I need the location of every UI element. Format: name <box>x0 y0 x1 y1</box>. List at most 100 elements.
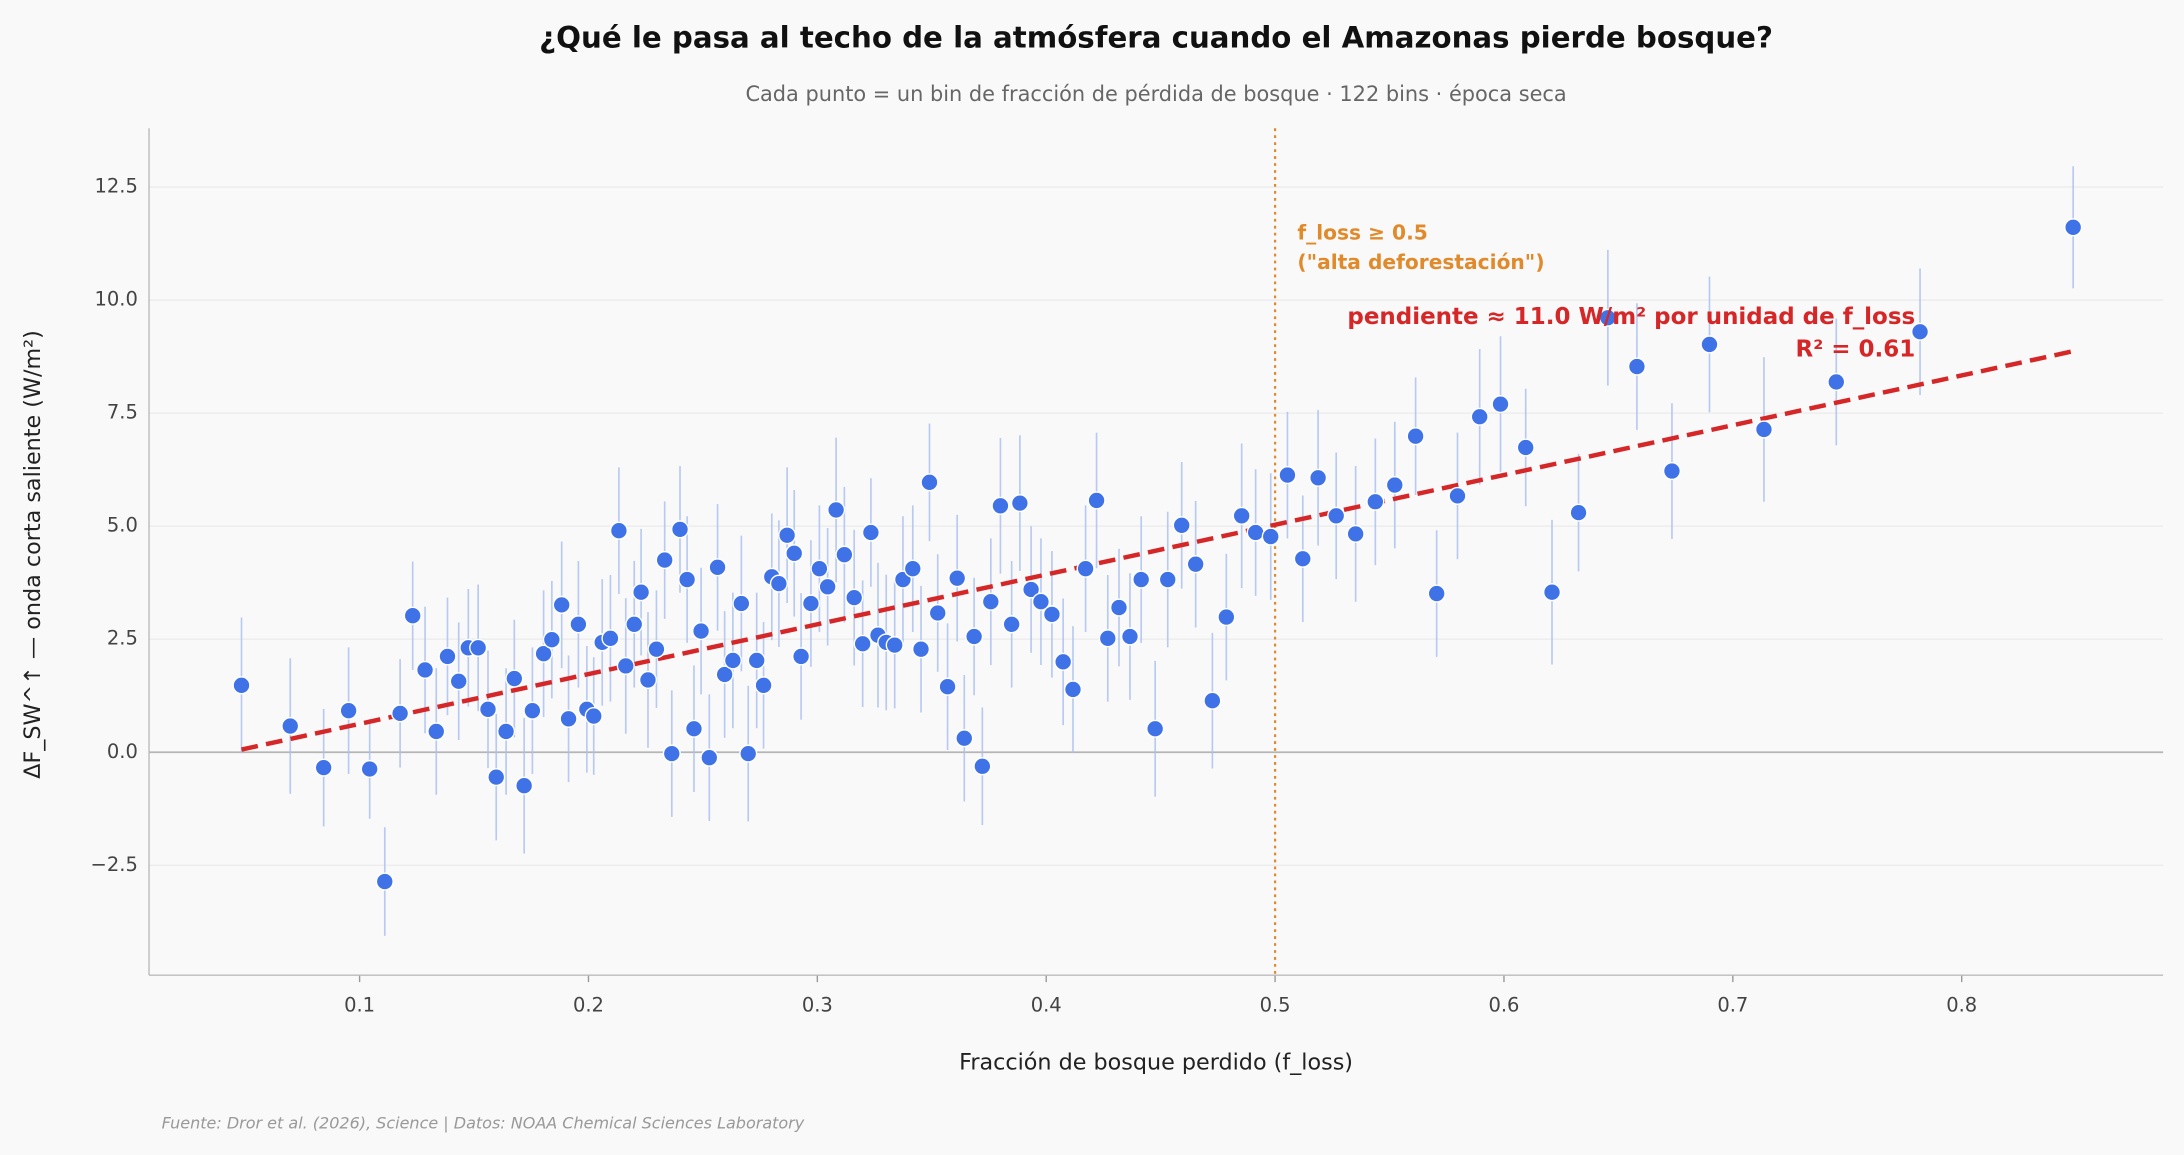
data-point <box>1109 598 1129 617</box>
data-point <box>973 757 992 776</box>
data-point <box>1754 420 1774 439</box>
data-point <box>684 719 704 738</box>
data-point <box>1063 680 1083 699</box>
data-point <box>438 647 457 666</box>
data-point <box>559 709 578 728</box>
data-point <box>928 603 947 623</box>
data-point <box>1054 652 1073 671</box>
data-point <box>1309 468 1328 487</box>
data-point <box>1076 559 1095 578</box>
data-point <box>569 615 588 634</box>
x-tick-label: 0.4 <box>1031 993 1062 1016</box>
data-point <box>1627 357 1646 376</box>
data-point <box>314 758 333 777</box>
data-point <box>1120 627 1140 646</box>
data-point <box>885 636 904 655</box>
data-point <box>1700 335 1719 354</box>
data-point <box>2064 218 2083 237</box>
data-point <box>1598 308 1617 327</box>
r2-annotation: R² = 0.61 <box>1796 336 1916 362</box>
data-point <box>692 622 711 641</box>
data-point <box>616 656 635 675</box>
data-point <box>1158 570 1177 589</box>
data-point <box>1203 691 1222 710</box>
data-point <box>1278 466 1297 485</box>
data-point <box>1346 524 1365 543</box>
data-point <box>1470 407 1489 426</box>
x-tick-label: 0.1 <box>344 993 375 1016</box>
data-point <box>478 700 498 719</box>
data-point <box>678 570 697 589</box>
data-point <box>497 722 516 741</box>
data-point <box>655 551 674 570</box>
data-point <box>662 744 681 763</box>
data-point <box>911 640 931 659</box>
data-point <box>938 677 957 696</box>
data-point <box>1146 719 1165 738</box>
y-tick-label: 5.0 <box>107 514 138 537</box>
data-point <box>1516 438 1535 457</box>
data-point <box>708 558 727 577</box>
y-tick-label: 0.0 <box>107 740 138 763</box>
data-point <box>1132 570 1151 589</box>
fit-line <box>241 349 2074 752</box>
data-point <box>647 640 666 659</box>
data-point <box>827 500 846 519</box>
data-point <box>754 676 773 695</box>
y-tick-label: 7.5 <box>107 401 138 424</box>
data-point <box>715 665 734 684</box>
y-tick-label: 10.0 <box>94 288 137 311</box>
x-tick-label: 0.6 <box>1488 993 1519 1016</box>
data-point <box>723 651 742 670</box>
data-point <box>1385 475 1404 495</box>
y-tick-label: 2.5 <box>107 627 138 650</box>
data-point <box>339 701 358 720</box>
data-point <box>1010 494 1029 513</box>
data-point <box>903 559 922 578</box>
data-point <box>232 676 251 695</box>
data-point <box>948 569 967 588</box>
y-tick-label: −2.5 <box>91 853 138 876</box>
data-point <box>1098 629 1117 648</box>
data-point <box>1910 322 1930 341</box>
y-tick-label: 12.5 <box>94 175 137 198</box>
x-tick-label: 0.2 <box>573 993 604 1016</box>
data-point <box>1217 608 1236 627</box>
data-point <box>853 634 872 653</box>
x-tick-label: 0.5 <box>1260 993 1291 1016</box>
data-point <box>542 630 561 649</box>
data-point <box>670 520 690 539</box>
data-point <box>1406 427 1425 446</box>
data-point <box>1293 549 1312 568</box>
x-axis-label: Fracción de bosque perdido (f_loss) <box>959 1049 1353 1075</box>
source-note: Fuente: Dror et al. (2026), Science | Da… <box>162 1114 805 1133</box>
data-point <box>375 872 394 891</box>
data-point <box>1022 580 1041 599</box>
data-point <box>1042 605 1061 624</box>
data-point <box>609 521 628 540</box>
y-axis-label: ΔF_SW^↑ — onda corta saliente (W/m²) <box>20 330 46 779</box>
data-point <box>792 647 811 666</box>
data-point <box>747 651 766 670</box>
data-point <box>861 523 880 542</box>
data-point <box>1827 372 1846 392</box>
chart-title: ¿Qué le pasa al techo de la atmósfera cu… <box>539 21 1773 55</box>
data-point <box>523 701 542 720</box>
data-point <box>920 473 939 492</box>
data-point <box>1427 584 1446 603</box>
data-point <box>281 716 300 736</box>
data-point <box>1448 486 1467 505</box>
data-point <box>778 526 797 545</box>
data-point <box>1002 615 1021 634</box>
data-point <box>965 627 984 646</box>
data-point <box>1087 491 1106 510</box>
data-point <box>785 544 804 563</box>
data-point <box>700 748 719 767</box>
data-point <box>601 629 620 648</box>
data-point <box>1232 506 1251 525</box>
data-point <box>955 729 974 748</box>
data-point <box>584 707 603 726</box>
data-point <box>534 644 553 663</box>
data-point <box>739 744 758 763</box>
